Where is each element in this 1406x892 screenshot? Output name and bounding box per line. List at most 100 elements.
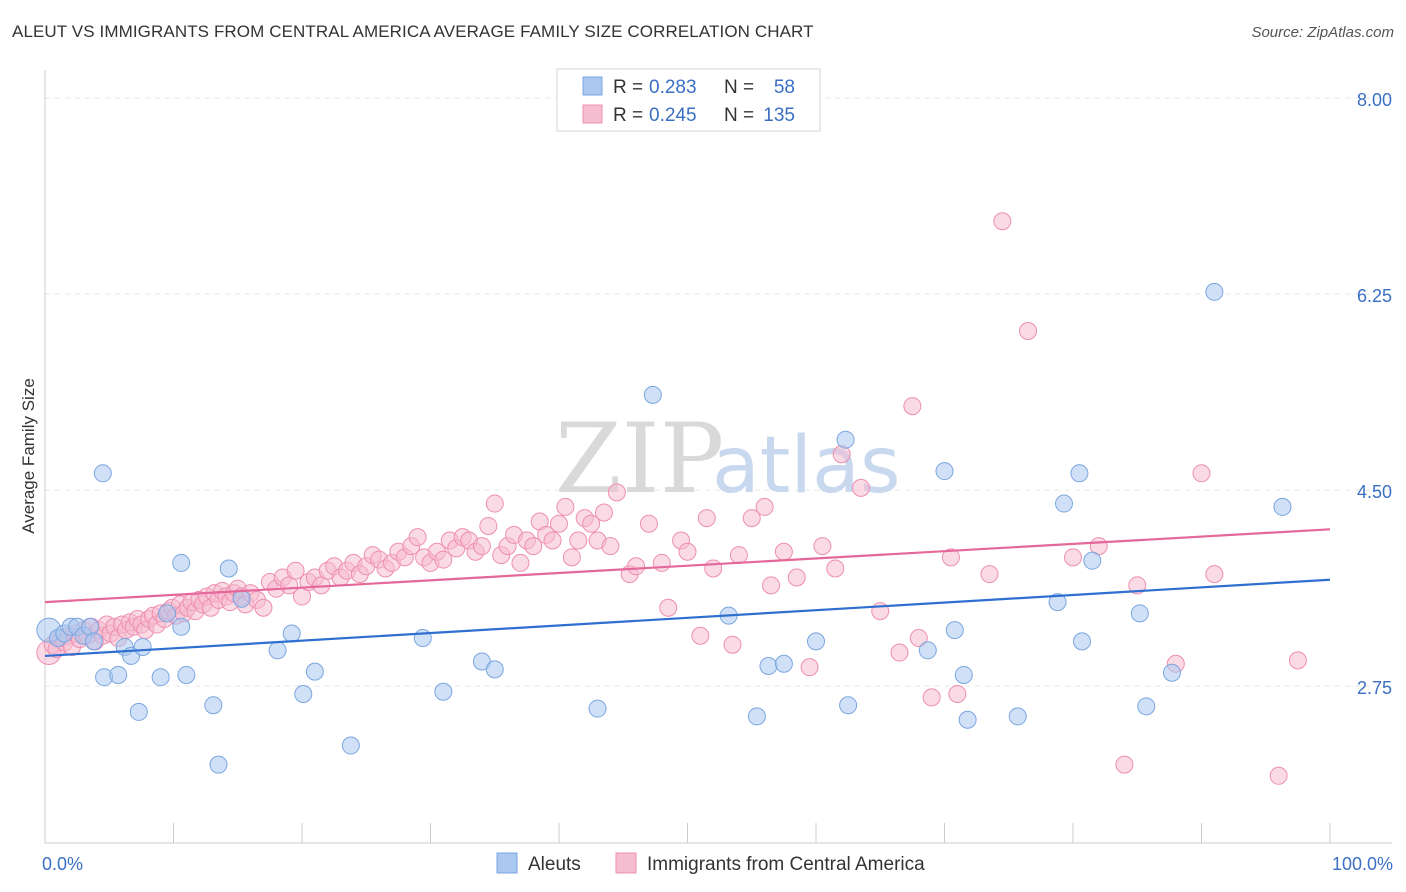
aleut-point (413, 628, 432, 647)
aleut-point (747, 707, 766, 726)
immigrant-point (742, 509, 761, 528)
immigrant-point (1064, 548, 1082, 567)
aleut-point (219, 559, 238, 578)
aleut-point (232, 589, 251, 608)
immigrant-point (607, 483, 626, 502)
legend-r-label-aleuts: R = (613, 77, 643, 98)
aleut-point (172, 617, 191, 636)
aleut-point (294, 685, 313, 704)
aleut-point (954, 665, 973, 684)
immigrant-point (639, 514, 658, 533)
immigrant-point (601, 537, 620, 556)
watermark-zip: ZIP (555, 403, 724, 515)
immigrant-point (755, 497, 774, 516)
immigrants-trend-line (44, 528, 1331, 604)
immigrant-point (1269, 766, 1288, 785)
immigrant-point (652, 553, 671, 572)
immigrant-point (434, 550, 453, 569)
immigrant-point (1192, 464, 1211, 483)
aleut-point (1070, 464, 1089, 483)
aleut-point (643, 385, 662, 404)
immigrant-point (890, 643, 909, 662)
immigrant-point (550, 514, 568, 533)
aleut-point (1083, 551, 1102, 570)
aleut-point (759, 656, 778, 675)
immigrant-point (723, 635, 742, 654)
aleut-point (1205, 282, 1224, 301)
immigrant-point (774, 542, 793, 561)
immigrant-point (826, 559, 845, 578)
immigrant-point (762, 576, 781, 595)
immigrant-point (543, 531, 562, 550)
aleut-point (1072, 632, 1091, 651)
aleut-point (204, 696, 223, 715)
aleut-point (158, 604, 177, 623)
immigrant-point (556, 497, 575, 516)
aleut-point (588, 699, 607, 718)
y-axis-label: Average Family Size (19, 378, 38, 534)
aleut-point (133, 637, 152, 656)
aleut-point (836, 430, 855, 449)
immigrant-point (659, 598, 678, 617)
correlation-legend: R = 0.283 N = 58 R = 0.245 N = 135 (556, 68, 821, 132)
y-tick-label: 2.75 (1357, 678, 1392, 698)
aleut-point (209, 755, 228, 774)
aleuts-trend-line (44, 578, 1331, 658)
watermark-atlas: atlas (712, 421, 901, 511)
aleut-point (434, 682, 453, 701)
immigrant-point (286, 561, 305, 580)
legend-swatch-immigrants (582, 104, 603, 124)
aleut-point (774, 654, 793, 673)
aleut-point (177, 665, 196, 684)
legend-r-label-immigrants: R = (613, 105, 643, 126)
immigrant-point (569, 531, 588, 550)
aleut-point (935, 462, 954, 481)
aleut-point (282, 624, 301, 643)
immigrant-point (800, 658, 819, 677)
y-tick-labels: 2.75 4.50 6.25 8.00 (1357, 90, 1392, 698)
immigrant-point (909, 628, 928, 647)
aleut-point (1137, 697, 1156, 716)
aleut-point (958, 710, 977, 729)
immigrant-point (1115, 755, 1134, 774)
aleut-point (109, 665, 128, 684)
gridlines (45, 97, 1392, 687)
immigrant-point (948, 685, 967, 704)
immigrant-point (941, 548, 960, 567)
immigrant-point (787, 568, 806, 587)
bottom-legend-label-immigrants: Immigrants from Central America (647, 854, 925, 875)
legend-n-value-immigrants: 135 (763, 105, 795, 126)
series-legend: Aleuts Immigrants from Central America (496, 852, 925, 875)
aleut-point (1008, 707, 1027, 726)
legend-n-value-aleuts: 58 (774, 77, 795, 98)
aleut-point (839, 696, 858, 715)
immigrant-point (980, 565, 999, 584)
immigrant-point (1019, 322, 1038, 341)
immigrant-point (594, 503, 613, 522)
y-tick-label: 4.50 (1357, 482, 1392, 502)
aleut-point (1048, 593, 1067, 612)
immigrant-point (524, 537, 543, 556)
immigrant-point (813, 537, 832, 556)
y-tick-label: 6.25 (1357, 286, 1392, 306)
x-tick-marks (44, 823, 1331, 843)
aleut-point (945, 621, 964, 640)
immigrant-point (903, 397, 922, 416)
immigrant-point (1205, 565, 1224, 584)
legend-r-value-aleuts: 0.283 (649, 77, 697, 98)
bottom-legend-swatch-immigrants (615, 852, 637, 874)
legend-swatch-aleuts (582, 76, 603, 96)
immigrant-point (485, 494, 504, 513)
immigrant-point (697, 509, 716, 528)
immigrant-point (479, 516, 498, 535)
aleut-point (1130, 604, 1149, 623)
immigrant-point (627, 557, 646, 576)
aleut-point (918, 641, 937, 660)
x-tick-label-min: 0.0% (42, 854, 83, 874)
legend-r-value-immigrants: 0.245 (649, 105, 697, 126)
aleut-point (172, 553, 191, 572)
immigrant-point (1128, 576, 1147, 595)
immigrant-point (562, 548, 581, 567)
aleut-point (305, 662, 324, 681)
bottom-legend-swatch-aleuts (496, 852, 518, 874)
